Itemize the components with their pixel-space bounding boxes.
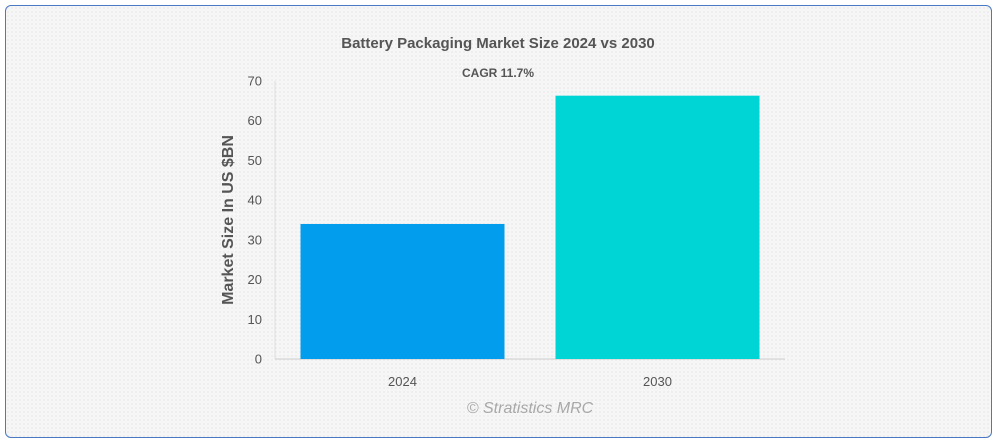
y-tick-label: 60 — [248, 113, 262, 128]
y-tick-label: 70 — [248, 74, 262, 89]
y-tick-label: 10 — [248, 312, 262, 327]
bar-2030 — [555, 95, 760, 360]
bar-series — [300, 95, 760, 360]
bar-2024 — [300, 223, 505, 359]
chart-subtitle: CAGR 11.7% — [462, 66, 534, 80]
watermark: © Stratistics MRC — [467, 400, 594, 417]
y-axis-label: Market Size In US $BN — [220, 135, 237, 305]
y-tick-label: 20 — [248, 272, 262, 287]
x-axis-ticks: 2024 2030 — [388, 374, 672, 389]
chart-title: Battery Packaging Market Size 2024 vs 20… — [341, 35, 655, 52]
y-tick-label: 30 — [248, 232, 262, 247]
y-tick-label: 0 — [255, 352, 262, 367]
y-tick-label: 40 — [248, 193, 262, 208]
x-tick-label: 2024 — [388, 374, 417, 389]
y-axis-ticks: 0 10 20 30 40 50 60 70 — [248, 74, 262, 367]
chart-frame — [5, 5, 992, 438]
x-tick-label: 2030 — [643, 374, 672, 389]
y-tick-label: 50 — [248, 153, 262, 168]
